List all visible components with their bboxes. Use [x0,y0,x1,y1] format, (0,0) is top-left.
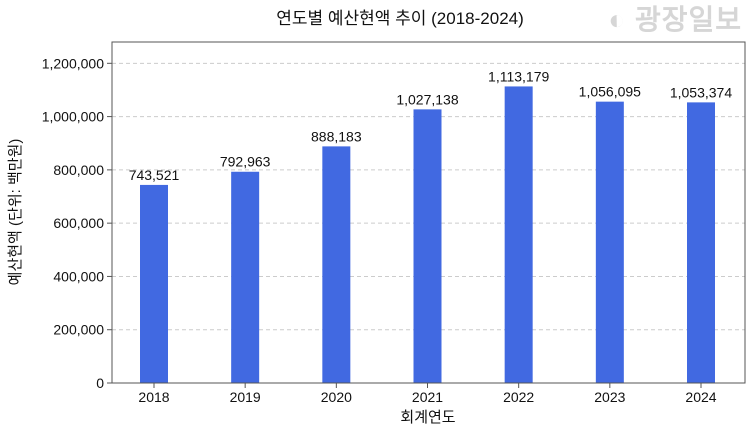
y-tick-label: 1,000,000 [42,109,104,125]
watermark-logo: ◐ 광장일보 [608,4,742,35]
plot-frame [111,41,746,384]
data-label: 1,056,095 [579,84,641,100]
x-tick-label: 2021 [412,389,443,405]
x-tick-label: 2022 [503,389,534,405]
y-tick-label: 400,000 [53,268,104,284]
x-tick-label: 2018 [138,389,169,405]
x-tick-label: 2023 [594,389,625,405]
bar-2018 [140,184,168,383]
y-tick-label: 0 [96,375,104,391]
x-tick-label: 2024 [685,389,716,405]
x-tick-label: 2019 [230,389,261,405]
bar-2023 [595,101,624,383]
bar-2024 [687,102,715,384]
chart-title: 연도별 예산현액 추이 (2018-2024) [276,9,524,28]
bar-2021 [413,109,442,383]
data-label: 1,027,138 [396,91,458,107]
y-tick-label: 600,000 [53,215,104,231]
bar-2019 [231,171,260,383]
x-axis-label: 회계연도 [400,409,455,426]
data-label: 743,521 [129,167,180,183]
bar-2020 [322,146,351,383]
data-label: 792,963 [220,154,271,170]
bar-2022 [504,86,533,384]
data-label: 888,183 [311,128,362,144]
y-axis-label: 예산현액 (단위: 백만원) [7,139,24,286]
y-tick-label: 1,200,000 [42,55,104,71]
data-label: 1,113,179 [488,68,549,84]
y-tick-label: 800,000 [53,162,104,178]
y-tick-label: 200,000 [53,322,104,338]
data-label: 1,053,374 [670,84,732,100]
x-tick-label: 2020 [321,389,352,405]
